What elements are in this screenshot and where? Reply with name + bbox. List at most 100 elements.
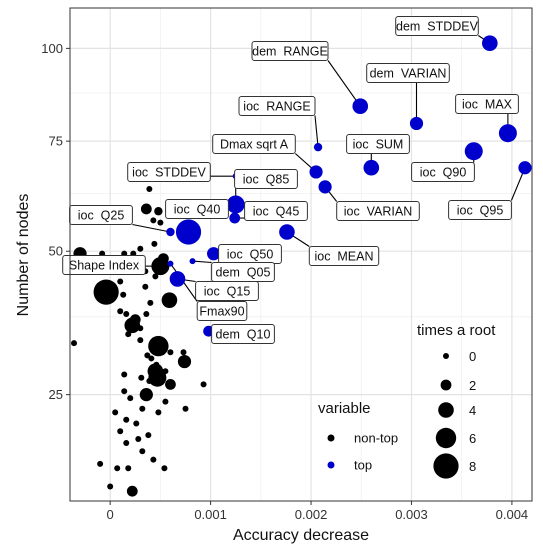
- callout: ioc MAX: [455, 94, 519, 114]
- legend-size-label: 4: [469, 403, 476, 418]
- data-point-top: [226, 195, 245, 214]
- data-point-non-top: [117, 278, 124, 285]
- data-point-non-top: [151, 240, 158, 247]
- callout-leader: [192, 260, 212, 264]
- callout-box: [244, 201, 308, 221]
- callout: dem Q05: [211, 262, 275, 282]
- panel-border: [69, 7, 533, 502]
- data-point-non-top: [125, 331, 132, 338]
- callout-box: [308, 246, 380, 266]
- x-axis-title: Accuracy decrease: [233, 527, 369, 544]
- data-point-top: [409, 116, 424, 131]
- data-point-non-top: [121, 388, 128, 395]
- callout-label: ioc MEAN: [314, 249, 373, 263]
- data-point-top: [279, 224, 295, 240]
- data-point-non-top: [139, 405, 146, 412]
- data-point-top: [229, 212, 241, 224]
- data-point-non-top: [165, 378, 176, 390]
- data-point-non-top: [93, 279, 119, 305]
- legend-size-label: 2: [469, 378, 476, 393]
- data-point-non-top: [112, 409, 119, 416]
- legend-size-swatch: [440, 379, 452, 391]
- data-points: [71, 35, 532, 497]
- data-point-top: [318, 180, 332, 194]
- data-point-top: [167, 260, 174, 267]
- data-point-top: [313, 142, 323, 152]
- callout-label: ioc SUM: [353, 137, 404, 151]
- callout-label: Shape Index: [69, 258, 140, 272]
- callout-label: dem STDDEV: [396, 19, 479, 33]
- callout: ioc Q25: [69, 205, 133, 225]
- callout: ioc Q40: [165, 199, 229, 219]
- data-point-non-top: [147, 299, 154, 306]
- callout: Fmax90: [196, 301, 248, 321]
- y-tick-label: 50: [49, 244, 63, 259]
- data-point-top: [498, 124, 517, 143]
- callout: ioc Q85: [234, 169, 298, 189]
- callout-box: [195, 281, 259, 301]
- legend-color-swatch: [327, 434, 335, 442]
- data-point-non-top: [142, 283, 149, 290]
- data-point-non-top: [121, 371, 128, 378]
- callout-label: ioc Q15: [204, 284, 251, 298]
- data-point-non-top: [123, 416, 130, 423]
- data-point-non-top: [145, 432, 152, 439]
- callout-box: [411, 162, 475, 182]
- callout: ioc Q50: [218, 244, 282, 264]
- data-point-non-top: [155, 409, 162, 416]
- x-tick-label: 0.001: [194, 507, 227, 522]
- callout-label: ioc VARIAN: [344, 204, 413, 218]
- legend-color-title: variable: [318, 400, 371, 417]
- data-point-non-top: [125, 465, 132, 472]
- data-point-non-top: [154, 207, 163, 216]
- data-point-non-top: [148, 355, 155, 362]
- callout-box: [395, 16, 479, 36]
- callout: ioc VARIAN: [336, 201, 420, 221]
- data-point-top: [464, 142, 483, 161]
- callout: Dmax sqrt A: [212, 134, 296, 154]
- data-point-non-top: [161, 292, 178, 308]
- callout-box: [165, 199, 229, 219]
- callout-leader: [132, 223, 171, 233]
- callout-label: ioc Q25: [78, 208, 125, 222]
- callout: ioc Q90: [411, 162, 475, 182]
- legend-size-swatch: [435, 427, 457, 449]
- legend-color-swatch: [327, 461, 335, 469]
- data-point-top: [482, 35, 498, 51]
- callout-box: [234, 169, 298, 189]
- data-point-non-top: [177, 354, 192, 369]
- callout: dem Q10: [211, 324, 275, 344]
- data-point-top: [169, 271, 186, 287]
- data-point-non-top: [114, 465, 121, 472]
- callout-labels: dem STDDEV dem RANGE dem VARIAN ioc MAX ioc …: [62, 16, 519, 344]
- callout: dem RANGE: [251, 41, 329, 61]
- callout: dem STDDEV: [395, 16, 479, 36]
- data-point-non-top: [161, 465, 168, 472]
- y-axis-title: Number of nodes: [15, 194, 32, 317]
- callout: ioc Q45: [244, 201, 308, 221]
- legend-size-swatch: [433, 453, 459, 479]
- callout-label: ioc RANGE: [243, 99, 310, 113]
- callout-leader: [327, 60, 361, 107]
- data-point-non-top: [150, 217, 157, 224]
- y-tick-label: 75: [49, 134, 63, 149]
- data-point-non-top: [139, 388, 153, 402]
- data-point-top: [166, 227, 175, 237]
- data-point-non-top: [148, 335, 169, 357]
- data-point-non-top: [143, 310, 150, 317]
- data-point-non-top: [117, 308, 124, 315]
- data-point-top: [352, 98, 369, 114]
- data-point-non-top: [148, 368, 167, 387]
- data-point-non-top: [137, 325, 144, 332]
- legend-color-label: top: [354, 458, 372, 473]
- callout-box: [366, 63, 450, 83]
- data-point-non-top: [146, 378, 153, 385]
- y-tick-label: 100: [41, 41, 63, 56]
- callout: ioc STDDEV: [127, 162, 211, 182]
- callout-label: Dmax sqrt A: [220, 137, 289, 151]
- legend-size-swatch: [443, 353, 449, 359]
- data-point-non-top: [123, 440, 130, 447]
- legend-size-label: 8: [469, 459, 476, 474]
- y-tick-label: 25: [49, 387, 63, 402]
